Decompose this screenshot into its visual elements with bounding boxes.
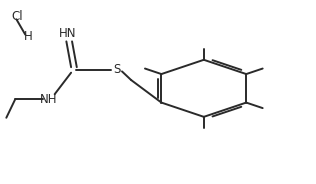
Text: H: H bbox=[24, 30, 33, 43]
Text: HN: HN bbox=[59, 27, 77, 40]
Text: S: S bbox=[113, 63, 121, 76]
Text: Cl: Cl bbox=[11, 10, 23, 23]
Text: NH: NH bbox=[40, 93, 58, 106]
